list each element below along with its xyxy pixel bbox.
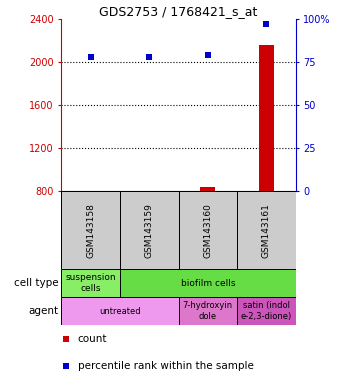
FancyBboxPatch shape <box>178 297 237 325</box>
Title: GDS2753 / 1768421_s_at: GDS2753 / 1768421_s_at <box>99 5 258 18</box>
Text: GSM143161: GSM143161 <box>262 203 271 258</box>
FancyBboxPatch shape <box>237 297 296 325</box>
Text: biofilm cells: biofilm cells <box>181 279 235 288</box>
FancyBboxPatch shape <box>61 191 120 269</box>
FancyBboxPatch shape <box>178 191 237 269</box>
Text: untreated: untreated <box>99 307 141 316</box>
Bar <box>142 191 156 195</box>
Text: GSM143158: GSM143158 <box>86 203 95 258</box>
Text: percentile rank within the sample: percentile rank within the sample <box>78 361 253 371</box>
Bar <box>201 187 215 191</box>
Text: satin (indol
e-2,3-dione): satin (indol e-2,3-dione) <box>241 301 292 321</box>
Text: suspension
cells: suspension cells <box>65 273 116 293</box>
Text: agent: agent <box>28 306 58 316</box>
Text: count: count <box>78 334 107 344</box>
Text: GSM143159: GSM143159 <box>145 203 154 258</box>
Text: 7-hydroxyin
dole: 7-hydroxyin dole <box>183 301 233 321</box>
Text: cell type: cell type <box>14 278 58 288</box>
FancyBboxPatch shape <box>120 269 296 297</box>
FancyBboxPatch shape <box>61 269 120 297</box>
Text: GSM143160: GSM143160 <box>203 203 212 258</box>
FancyBboxPatch shape <box>120 191 178 269</box>
FancyBboxPatch shape <box>237 191 296 269</box>
FancyBboxPatch shape <box>61 297 178 325</box>
Bar <box>259 45 274 191</box>
Bar <box>83 191 98 195</box>
